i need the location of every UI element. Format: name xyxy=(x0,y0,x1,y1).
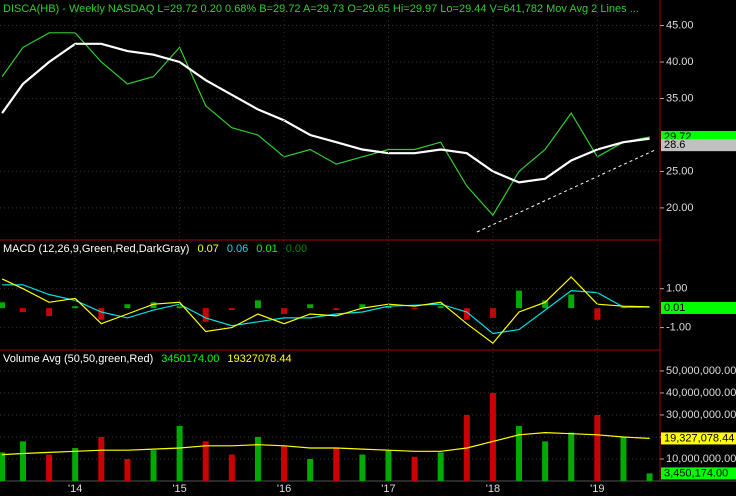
bar xyxy=(72,306,79,309)
bar xyxy=(516,425,523,481)
readout: 0.00 xyxy=(286,243,307,255)
bar xyxy=(307,458,314,481)
bar xyxy=(437,306,444,309)
bar xyxy=(594,414,601,481)
value-tag-label: 0.01 xyxy=(664,302,685,314)
bar xyxy=(437,452,444,481)
bar xyxy=(568,432,575,481)
x-tick-label: '19 xyxy=(590,483,604,495)
bar xyxy=(411,308,418,310)
bar xyxy=(228,454,235,481)
y-tick-label: 30,000,000.00 xyxy=(666,409,736,421)
bar xyxy=(254,436,261,481)
x-tick-label: '17 xyxy=(381,483,395,495)
bar xyxy=(98,308,105,320)
bar xyxy=(463,308,470,320)
line xyxy=(1,276,650,345)
bar xyxy=(228,308,235,311)
panel-title: Volume Avg (50,50,green,Red) xyxy=(3,353,153,365)
value-tag-label: 3,450,174.00 xyxy=(664,467,728,479)
bar xyxy=(542,441,549,481)
y-tick-label: 45.00 xyxy=(666,19,694,31)
bar xyxy=(98,436,105,481)
bar xyxy=(150,302,157,309)
value-tag-label: 19,327,078.44 xyxy=(664,432,734,444)
bar xyxy=(176,425,183,481)
line xyxy=(2,431,650,456)
x-tick-label: '16 xyxy=(277,483,291,495)
bar xyxy=(281,308,288,314)
bar xyxy=(359,454,366,481)
bar xyxy=(385,306,392,309)
trend-line xyxy=(476,149,656,233)
y-tick-label: 40.00 xyxy=(666,56,694,68)
bar xyxy=(489,392,496,481)
value-tag xyxy=(661,139,736,152)
y-tick-label: 20.00 xyxy=(666,202,694,214)
bar xyxy=(124,304,131,309)
bar xyxy=(333,447,340,481)
bar xyxy=(542,300,549,309)
line xyxy=(1,32,650,217)
y-tick-label: 1.00 xyxy=(666,283,687,295)
y-tick-label: 40,000,000.00 xyxy=(666,387,736,399)
x-tick-label: '14 xyxy=(68,483,82,495)
bar xyxy=(46,454,53,481)
bar xyxy=(646,473,653,481)
y-tick-label: 35.00 xyxy=(666,92,694,104)
bar xyxy=(359,304,366,309)
y-tick-label: 10,000,000.00 xyxy=(666,453,736,465)
bar xyxy=(124,458,131,481)
bar xyxy=(385,450,392,481)
value-tag xyxy=(661,432,736,445)
x-tick-label: '15 xyxy=(172,483,186,495)
panel-title: DISCA(HB) - Weekly NASDAQ L=29.72 0.20 0… xyxy=(3,3,639,15)
bar xyxy=(46,308,53,316)
x-tick-label: '18 xyxy=(486,483,500,495)
bar xyxy=(202,441,209,481)
readout: 0.07 xyxy=(197,243,218,255)
readout: 0.06 xyxy=(227,243,248,255)
value-tag xyxy=(661,467,736,480)
bar xyxy=(72,447,79,481)
bar xyxy=(516,290,523,309)
bar xyxy=(411,456,418,481)
readout: 19327078.44 xyxy=(227,353,291,365)
bar xyxy=(568,294,575,309)
line xyxy=(1,42,650,184)
value-tag-label: 28.6 xyxy=(664,139,685,151)
bar xyxy=(281,445,288,481)
bar xyxy=(202,308,209,322)
readout: 0.01 xyxy=(256,243,277,255)
panel-title: MACD (12,26,9,Green,Red,DarkGray) xyxy=(3,243,189,255)
y-tick-label: -1.00 xyxy=(666,322,691,334)
value-tag xyxy=(661,301,736,314)
bar xyxy=(333,308,340,311)
bar xyxy=(594,308,601,320)
bar xyxy=(19,441,26,481)
bar xyxy=(19,308,26,313)
bar xyxy=(150,450,157,481)
bar xyxy=(0,452,6,481)
bar xyxy=(254,300,261,309)
y-tick-label: 50,000,000.00 xyxy=(666,365,736,377)
bar xyxy=(307,304,314,309)
bar xyxy=(489,308,496,318)
bar xyxy=(0,302,6,309)
readout: 3450174.00 xyxy=(161,353,219,365)
bar xyxy=(176,306,183,309)
y-tick-label: 25.00 xyxy=(666,165,694,177)
bar xyxy=(620,436,627,481)
line xyxy=(2,284,650,335)
